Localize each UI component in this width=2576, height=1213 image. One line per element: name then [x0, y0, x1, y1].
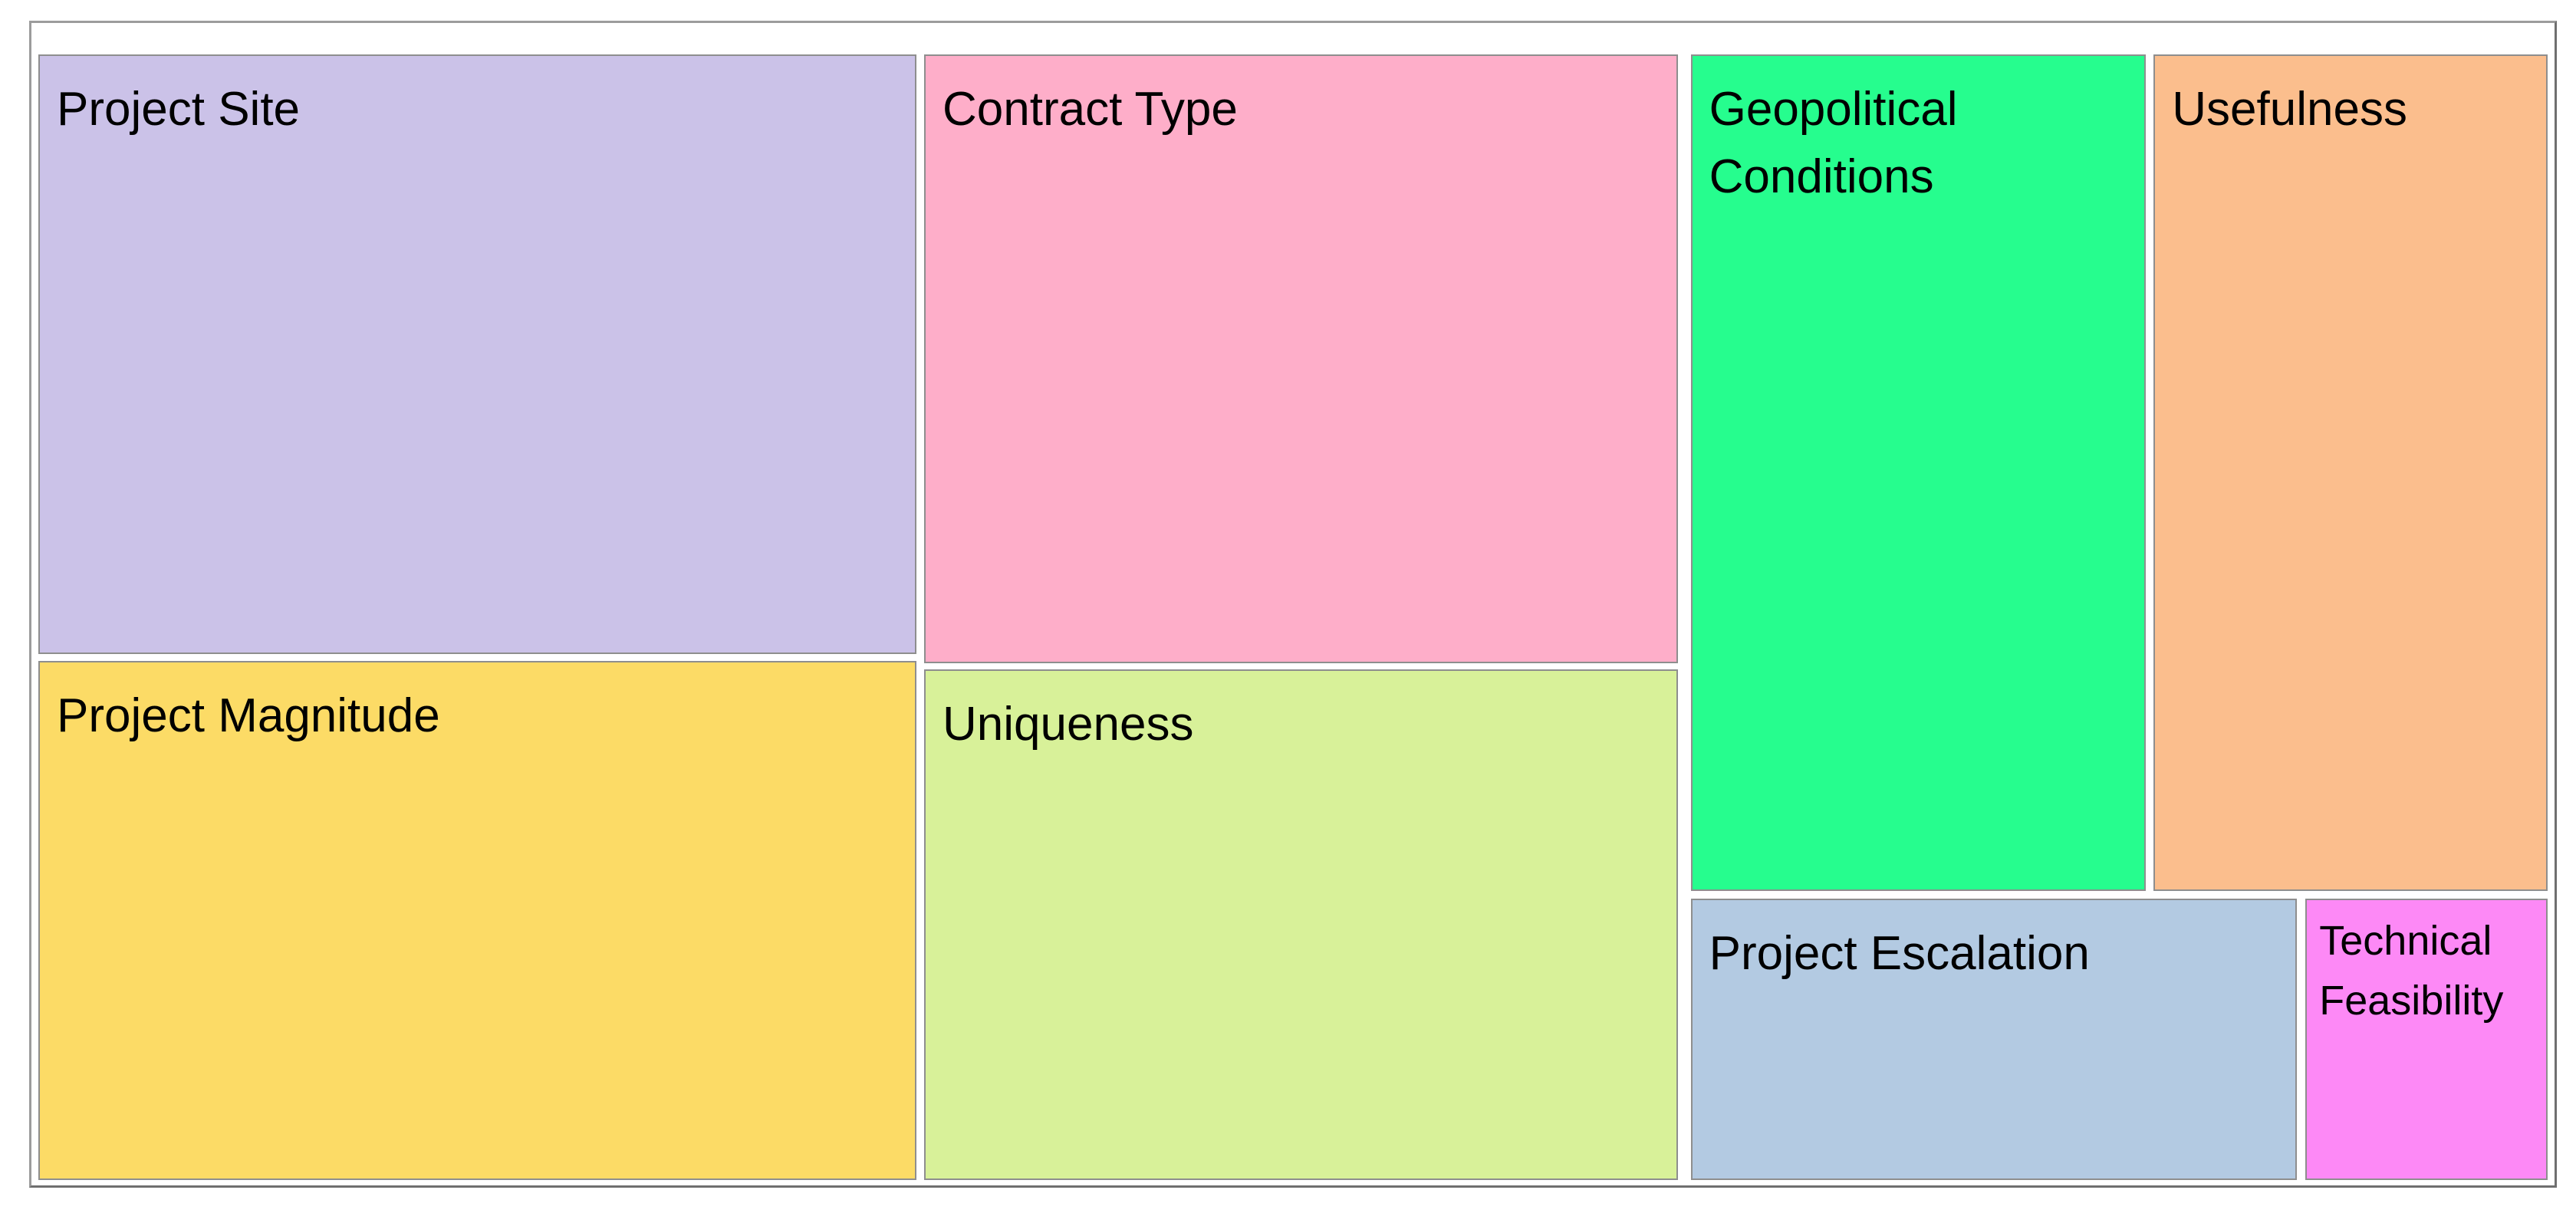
treemap-cell-project-escalation[interactable]: Project Escalation: [1690, 899, 2297, 1180]
treemap-plot-area: Project Site Contract Type Geopolitical Co…: [38, 54, 2548, 1180]
treemap-cell-label: Contract Type: [943, 83, 1238, 136]
treemap-cell-label: Project Site: [57, 83, 301, 136]
chart-outer-border: Project Site Contract Type Geopolitical Co…: [29, 21, 2557, 1188]
treemap-cell-usefulness[interactable]: Usefulness: [2153, 54, 2548, 891]
treemap-cell-uniqueness[interactable]: Uniqueness: [924, 669, 1679, 1180]
treemap-cell-project-site[interactable]: Project Site: [38, 54, 917, 655]
treemap-cell-technical-feasibility[interactable]: Technical Feasibility: [2305, 899, 2548, 1180]
treemap-cell-label: Technical Feasibility: [2319, 918, 2504, 1024]
treemap-cell-contract-type[interactable]: Contract Type: [924, 54, 1679, 664]
treemap-cell-project-magnitude[interactable]: Project Magnitude: [38, 661, 917, 1180]
treemap-cell-label: Project Magnitude: [57, 689, 440, 743]
treemap-cell-label: Usefulness: [2172, 83, 2407, 136]
treemap-cell-label: Uniqueness: [943, 698, 1194, 751]
treemap-cell-label: Project Escalation: [1709, 927, 2090, 980]
treemap-cell-geopolitical-conditions[interactable]: Geopolitical Conditions: [1690, 54, 2147, 891]
treemap-cell-label: Geopolitical Conditions: [1709, 83, 1958, 204]
